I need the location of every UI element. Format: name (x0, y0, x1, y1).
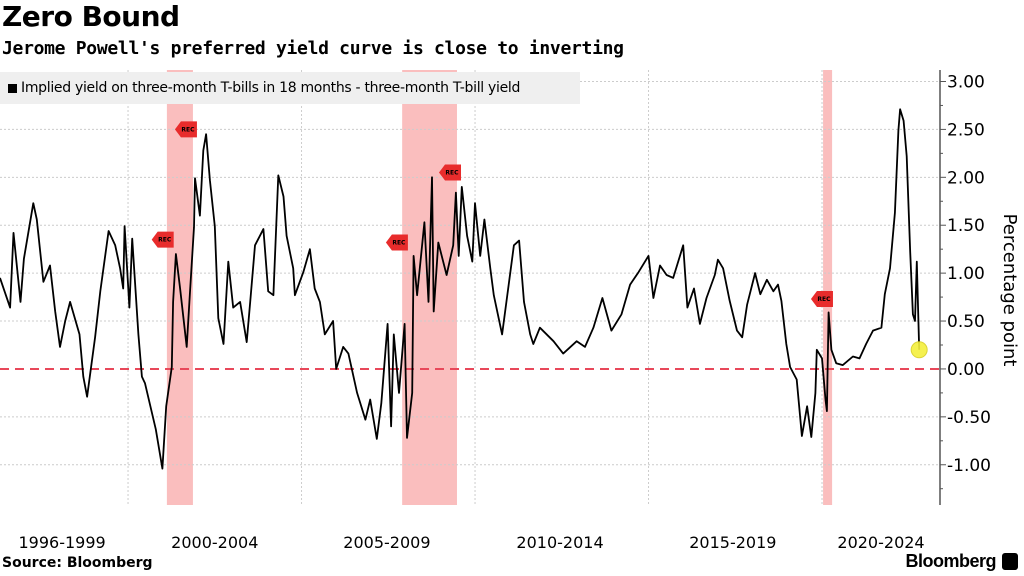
rec-marker-label: REC (392, 239, 406, 246)
chart-title: Zero Bound (2, 0, 180, 33)
rec-flag-icon (810, 290, 833, 307)
rec-flag-icon (438, 164, 461, 181)
legend-swatch (8, 83, 17, 93)
y-tick-label: 1.50 (947, 216, 985, 236)
rec-flag-icon (385, 234, 408, 251)
x-tick-label: 1996-1999 (19, 533, 106, 552)
y-tick-label: 1.00 (947, 264, 985, 284)
rec-flag-icon (151, 231, 174, 248)
rec-marker-label: REC (817, 296, 831, 303)
recession-marker: REC (174, 121, 197, 138)
bloomberg-terminal-icon (1002, 553, 1018, 570)
y-tick-label: 0.00 (947, 360, 985, 380)
y-tick-label: -0.50 (947, 408, 991, 428)
rec-marker-label: REC (158, 237, 172, 244)
recession-band (823, 70, 833, 505)
rec-marker-label: REC (445, 170, 459, 177)
y-tick-label: 2.00 (947, 168, 985, 188)
x-tick-label: 2010-2014 (516, 533, 603, 552)
y-tick-label: 3.00 (947, 72, 985, 92)
y-tick-label: -1.00 (947, 456, 991, 476)
x-tick-label: 2005-2009 (343, 533, 430, 552)
chart-subtitle: Jerome Powell's preferred yield curve is… (2, 38, 624, 59)
y-tick-label: 0.50 (947, 312, 985, 332)
recession-marker: REC (385, 234, 408, 251)
rec-flag-icon (174, 121, 197, 138)
x-tick-label: 2000-2004 (171, 533, 258, 552)
y-axis-title: Percentage point (999, 214, 1020, 367)
recession-marker: REC (438, 164, 461, 181)
x-tick-label: 2020-2024 (837, 533, 924, 552)
source-note: Source: Bloomberg (2, 555, 153, 571)
bloomberg-logo: Bloomberg (905, 551, 996, 571)
recession-marker: REC (151, 231, 174, 248)
x-tick-label: 2015-2019 (689, 533, 776, 552)
y-tick-label: 2.50 (947, 120, 985, 140)
legend-label: Implied yield on three-month T-bills in … (21, 80, 521, 96)
series-line (0, 108, 921, 470)
rec-marker-label: REC (181, 126, 195, 133)
recession-marker: REC (810, 290, 833, 307)
latest-value-highlight (910, 341, 928, 359)
legend: Implied yield on three-month T-bills in … (0, 72, 580, 104)
